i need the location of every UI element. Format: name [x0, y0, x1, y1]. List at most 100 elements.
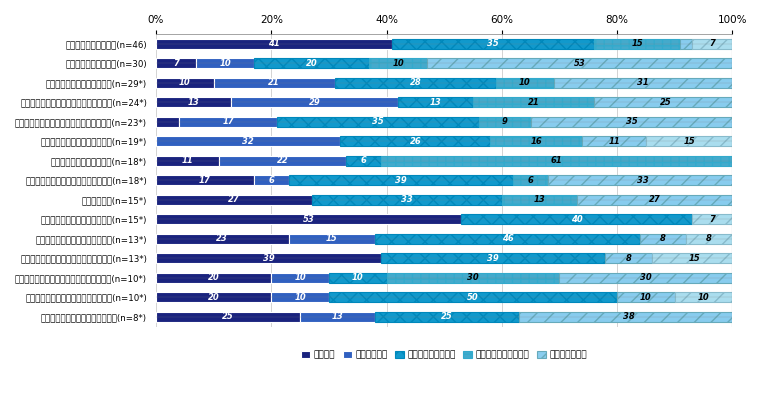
Text: 30: 30 — [467, 273, 479, 282]
Bar — [398, 97, 473, 107]
Text: 10: 10 — [294, 273, 306, 282]
Text: 15: 15 — [689, 254, 701, 263]
Bar — [680, 39, 692, 49]
Text: 17: 17 — [223, 117, 234, 126]
Bar — [156, 136, 341, 146]
Text: 10: 10 — [179, 78, 190, 87]
Bar — [496, 78, 554, 88]
Text: 16: 16 — [530, 137, 543, 146]
Text: 20: 20 — [306, 59, 318, 68]
Text: 29: 29 — [309, 98, 320, 107]
Text: 61: 61 — [551, 156, 562, 165]
Text: 15: 15 — [631, 39, 643, 48]
Text: 15: 15 — [684, 137, 695, 146]
Bar — [479, 117, 530, 127]
Bar — [514, 175, 548, 185]
Bar — [156, 97, 231, 107]
Text: 40: 40 — [571, 215, 582, 224]
Text: 10: 10 — [352, 273, 363, 282]
Bar — [582, 136, 646, 146]
Bar — [156, 78, 213, 88]
Bar — [490, 136, 582, 146]
Text: 8: 8 — [706, 234, 712, 243]
Text: 41: 41 — [268, 39, 280, 48]
Text: 20: 20 — [208, 273, 219, 282]
Bar — [386, 273, 559, 283]
Bar — [519, 312, 738, 322]
Text: 38: 38 — [623, 312, 635, 321]
Bar — [156, 292, 271, 303]
Bar — [594, 39, 680, 49]
Text: 10: 10 — [519, 78, 530, 87]
Text: 30: 30 — [640, 273, 652, 282]
Bar — [617, 292, 674, 303]
Text: 35: 35 — [626, 117, 637, 126]
Text: 7: 7 — [709, 39, 715, 48]
Legend: 満足した, やや満足した, どちらともいえない, あまり満足しなかった, 満足しなかった: 満足した, やや満足した, どちらともいえない, あまり満足しなかった, 満足し… — [298, 347, 591, 363]
Bar — [577, 195, 732, 205]
Bar — [640, 234, 686, 244]
Bar — [156, 58, 197, 68]
Text: 10: 10 — [697, 293, 709, 302]
Text: 10: 10 — [294, 293, 306, 302]
Text: 10: 10 — [640, 293, 652, 302]
Text: 6: 6 — [527, 176, 533, 185]
Text: 8: 8 — [626, 254, 632, 263]
Bar — [501, 195, 577, 205]
Bar — [156, 156, 219, 166]
Text: 13: 13 — [187, 98, 200, 107]
Text: 22: 22 — [277, 156, 289, 165]
Text: 27: 27 — [648, 195, 661, 204]
Bar — [462, 214, 692, 224]
Text: 8: 8 — [660, 234, 666, 243]
Bar — [289, 234, 375, 244]
Text: 46: 46 — [501, 234, 514, 243]
Bar — [381, 253, 606, 263]
Bar — [156, 234, 289, 244]
Bar — [381, 156, 732, 166]
Bar — [254, 58, 370, 68]
Text: 53: 53 — [303, 215, 315, 224]
Text: 20: 20 — [208, 293, 219, 302]
Text: 27: 27 — [228, 195, 240, 204]
Bar — [559, 273, 732, 283]
Bar — [674, 292, 732, 303]
Text: 28: 28 — [409, 78, 421, 87]
Bar — [213, 78, 335, 88]
Bar — [346, 156, 381, 166]
Text: 39: 39 — [487, 254, 499, 263]
Bar — [271, 273, 329, 283]
Bar — [335, 78, 496, 88]
Bar — [646, 136, 732, 146]
Bar — [289, 175, 514, 185]
Text: 21: 21 — [268, 78, 280, 87]
Text: 13: 13 — [430, 98, 441, 107]
Text: 13: 13 — [331, 312, 344, 321]
Bar — [392, 39, 594, 49]
Text: 31: 31 — [637, 78, 648, 87]
Bar — [652, 253, 738, 263]
Text: 33: 33 — [401, 195, 412, 204]
Bar — [254, 175, 289, 185]
Bar — [156, 273, 271, 283]
Text: 7: 7 — [709, 215, 715, 224]
Text: 35: 35 — [487, 39, 499, 48]
Bar — [686, 234, 732, 244]
Bar — [341, 136, 490, 146]
Bar — [179, 117, 277, 127]
Bar — [548, 175, 738, 185]
Text: 33: 33 — [637, 176, 648, 185]
Text: 13: 13 — [533, 195, 545, 204]
Text: 11: 11 — [182, 156, 194, 165]
Bar — [473, 97, 594, 107]
Text: 32: 32 — [242, 137, 254, 146]
Bar — [156, 195, 312, 205]
Text: 50: 50 — [467, 293, 479, 302]
Bar — [231, 97, 398, 107]
Bar — [300, 312, 375, 322]
Bar — [156, 214, 462, 224]
Bar — [375, 234, 640, 244]
Bar — [277, 117, 479, 127]
Text: 21: 21 — [527, 98, 539, 107]
Bar — [271, 292, 329, 303]
